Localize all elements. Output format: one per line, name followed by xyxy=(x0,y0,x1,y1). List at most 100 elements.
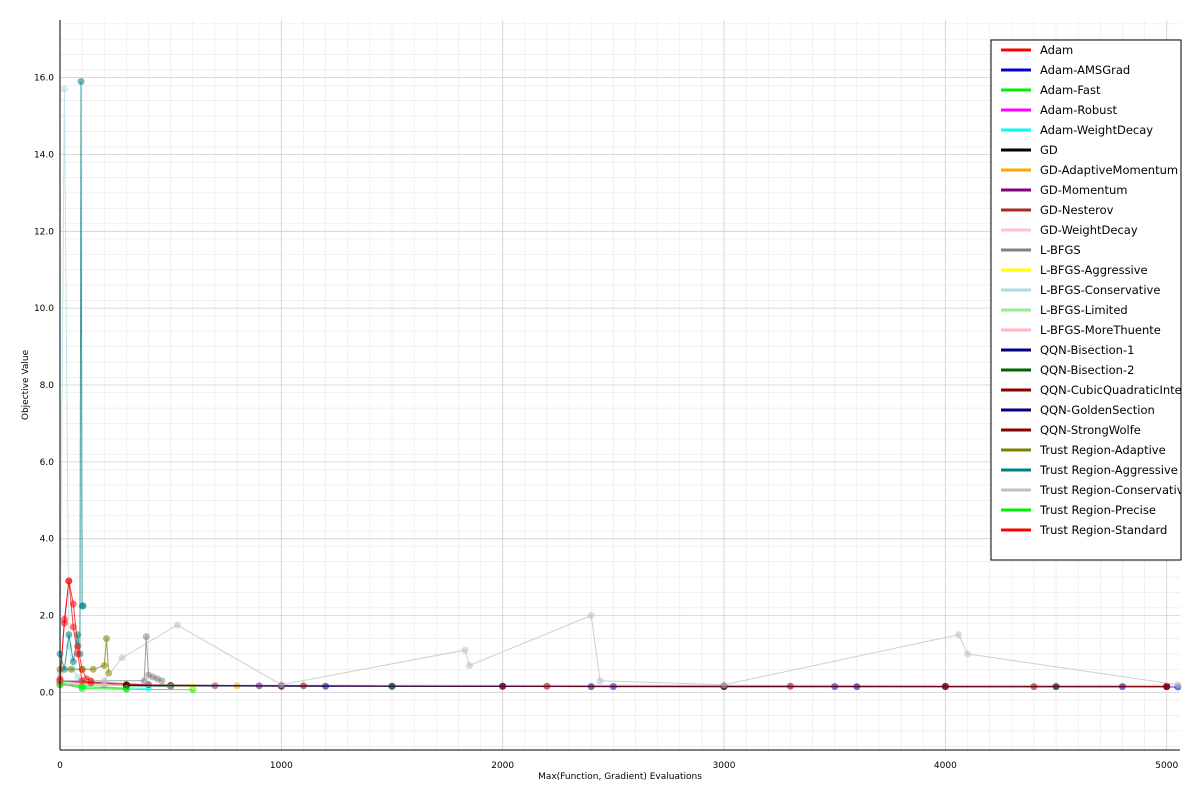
legend-item: QQN-CubicQuadraticInterpolation xyxy=(1001,383,1200,397)
data-point xyxy=(543,682,551,690)
data-point xyxy=(105,669,113,677)
data-point xyxy=(173,621,181,629)
legend-label: GD-Momentum xyxy=(1040,183,1127,197)
legend-label: Adam xyxy=(1040,43,1073,57)
legend-label: QQN-Bisection-2 xyxy=(1040,363,1134,377)
y-tick-label: 0.0 xyxy=(40,688,55,698)
data-point xyxy=(77,77,85,85)
legend-item: GD xyxy=(1001,143,1058,157)
data-point xyxy=(78,677,86,685)
y-tick-label: 8.0 xyxy=(40,381,55,391)
x-axis-label: Max(Function, Gradient) Evaluations xyxy=(538,772,702,782)
legend-item: Adam-Robust xyxy=(1001,103,1117,117)
legend-label: GD-Nesterov xyxy=(1040,203,1114,217)
legend-item: Adam xyxy=(1001,43,1073,57)
data-point xyxy=(78,683,86,691)
data-point xyxy=(122,685,130,693)
legend-item: L-BFGS-Limited xyxy=(1001,303,1128,317)
series-21 xyxy=(56,77,87,673)
data-point xyxy=(67,665,75,673)
legend-label: QQN-CubicQuadraticInterpolation xyxy=(1040,383,1200,397)
axes xyxy=(59,20,1180,751)
legend-item: L-BFGS-Conservative xyxy=(1001,283,1160,297)
y-tick-label: 6.0 xyxy=(40,458,55,468)
data-point xyxy=(118,654,126,662)
legend-label: Trust Region-Adaptive xyxy=(1039,443,1166,457)
data-point xyxy=(277,681,285,689)
legend-item: GD-Momentum xyxy=(1001,183,1127,197)
legend-label: GD xyxy=(1040,143,1058,157)
legend-item: L-BFGS-Aggressive xyxy=(1001,263,1148,277)
legend-label: Trust Region-Conservative xyxy=(1039,483,1191,497)
x-tick-label: 5000 xyxy=(1155,761,1178,771)
legend-label: L-BFGS-Aggressive xyxy=(1040,263,1148,277)
data-point xyxy=(461,646,469,654)
legend: Adam Adam-AMSGrad Adam-Fast Adam-Robust Adam… xyxy=(990,39,1200,561)
data-point xyxy=(786,682,794,690)
legend-item: QQN-StrongWolfe xyxy=(1001,423,1141,437)
data-point xyxy=(465,661,473,669)
data-point xyxy=(1163,683,1171,691)
legend-item: QQN-Bisection-1 xyxy=(1001,343,1134,357)
legend-items: Adam Adam-AMSGrad Adam-Fast Adam-Robust Adam… xyxy=(1001,43,1200,537)
y-tick-label: 16.0 xyxy=(34,74,54,84)
legend-label: L-BFGS xyxy=(1040,243,1081,257)
y-axis-label: Objective Value xyxy=(21,349,31,420)
legend-label: GD-AdaptiveMomentum xyxy=(1040,163,1178,177)
series-layer xyxy=(56,77,1182,694)
data-point xyxy=(65,577,73,585)
series-line xyxy=(126,684,1167,688)
data-point xyxy=(89,665,97,673)
series-20 xyxy=(56,635,113,677)
data-point xyxy=(74,631,82,639)
series-22 xyxy=(56,612,1182,689)
legend-item: Trust Region-Precise xyxy=(1001,503,1156,517)
legend-item: Trust Region-Standard xyxy=(1001,523,1167,537)
data-point xyxy=(587,612,595,620)
data-point xyxy=(955,631,963,639)
legend-label: QQN-GoldenSection xyxy=(1040,403,1155,417)
x-tick-label: 4000 xyxy=(934,761,957,771)
data-point xyxy=(69,658,77,666)
data-point xyxy=(158,677,166,685)
data-point xyxy=(60,615,68,623)
legend-label: L-BFGS-Conservative xyxy=(1040,283,1160,297)
data-point xyxy=(1030,683,1038,691)
data-point xyxy=(69,623,77,631)
data-point xyxy=(79,602,87,610)
x-tick-label: 0 xyxy=(57,761,63,771)
y-tick-label: 12.0 xyxy=(34,227,54,237)
legend-label: GD-WeightDecay xyxy=(1040,223,1138,237)
data-point xyxy=(74,650,82,658)
legend-item: Trust Region-Conservative xyxy=(1001,483,1191,497)
data-point xyxy=(60,665,68,673)
legend-label: L-BFGS-Limited xyxy=(1040,303,1128,317)
legend-item: GD-Nesterov xyxy=(1001,203,1114,217)
tick-labels: 0 1000 2000 3000 4000 5000 0.0 2.0 4.0 6.0 8.0 10.0… xyxy=(34,74,1178,771)
x-tick-label: 2000 xyxy=(491,761,514,771)
data-point xyxy=(964,650,972,658)
legend-label: Trust Region-Aggressive xyxy=(1039,463,1178,477)
legend-item: QQN-Bisection-2 xyxy=(1001,363,1134,377)
legend-item: GD-AdaptiveMomentum xyxy=(1001,163,1178,177)
legend-item: Trust Region-Adaptive xyxy=(1001,443,1166,457)
x-tick-label: 3000 xyxy=(713,761,736,771)
data-point xyxy=(167,683,175,691)
legend-label: L-BFGS-MoreThuente xyxy=(1040,323,1161,337)
y-tick-label: 4.0 xyxy=(40,535,55,545)
legend-label: QQN-StrongWolfe xyxy=(1040,423,1141,437)
data-point xyxy=(60,85,68,93)
data-point xyxy=(102,635,110,643)
legend-item: L-BFGS-MoreThuente xyxy=(1001,323,1161,337)
legend-label: QQN-Bisection-1 xyxy=(1040,343,1134,357)
legend-box xyxy=(990,39,1182,561)
y-tick-label: 14.0 xyxy=(34,150,54,160)
legend-item: QQN-GoldenSection xyxy=(1001,403,1155,417)
legend-label: Trust Region-Standard xyxy=(1039,523,1167,537)
data-point xyxy=(1174,681,1182,689)
legend-item: GD-WeightDecay xyxy=(1001,223,1138,237)
legend-item: Adam-WeightDecay xyxy=(1001,123,1153,137)
series-line xyxy=(60,614,1178,686)
legend-label: Adam-Fast xyxy=(1040,83,1101,97)
